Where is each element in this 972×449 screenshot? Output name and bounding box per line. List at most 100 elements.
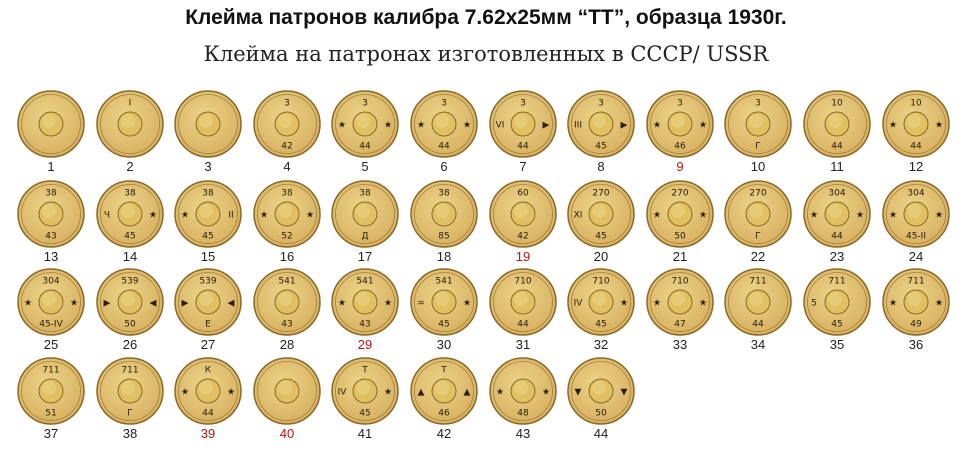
mark-top: 270	[749, 189, 766, 199]
cartridge-head: 710 45 IV ★	[567, 268, 635, 336]
headstamp-27: 539 Е ▶ ◀ 27	[172, 268, 244, 360]
headstamp-8: 3 45 III ▶ 8	[565, 90, 637, 182]
mark-top: 60	[517, 189, 529, 199]
mark-bottom: 44	[517, 142, 529, 152]
stamp-number: 20	[593, 249, 609, 264]
headstamp-30: 541 45 = ★ 30	[408, 268, 480, 360]
cartridge-head: 60 42	[489, 180, 557, 248]
mark-left: ▶	[104, 299, 111, 309]
headstamp-37: 711 51 37	[15, 357, 87, 449]
headstamp-4: 3 42 4	[251, 90, 323, 182]
mark-top: 270	[592, 189, 609, 199]
stamp-number: 30	[436, 337, 452, 352]
headstamp-40: 40	[251, 357, 323, 449]
mark-top: 3	[362, 99, 368, 109]
stamp-number: 14	[122, 249, 138, 264]
headstamp-25: 304 45-IV ★ ★ 25	[15, 268, 87, 360]
mark-top: Т	[361, 366, 368, 376]
mark-right: ★	[542, 388, 550, 398]
cartridge-head: 304 44 ★ ★	[803, 180, 871, 248]
mark-bottom: Д	[361, 232, 368, 242]
headstamp-26: 539 50 ▶ ◀ 26	[94, 268, 166, 360]
cartridge-head: 711 Г	[96, 357, 164, 425]
mark-bottom: 43	[45, 232, 56, 242]
mark-bottom: Г	[755, 232, 761, 242]
cartridge-head: 50 ▼ ▼	[567, 357, 635, 425]
stamp-number: 6	[440, 159, 448, 174]
mark-right: ★	[463, 299, 471, 309]
stamp-grid: 1 I 2 3 3 42 4 3 44 ★ ★ 5 3 44 ★ ★ 6 3 44 VI ▶ 7 3 45 III ▶ 8 3 46 ★ ★…	[15, 90, 952, 441]
mark-left: ★	[653, 211, 661, 221]
headstamp-3: 3	[172, 90, 244, 182]
stamp-number: 8	[597, 159, 605, 174]
mark-left: ▶	[182, 299, 189, 309]
mark-bottom: 44	[438, 142, 450, 152]
cartridge-head: 541 43 ★ ★	[331, 268, 399, 336]
mark-top: 304	[907, 189, 924, 199]
mark-right: ★	[384, 121, 392, 131]
mark-top: 539	[199, 277, 216, 287]
cartridge-head: 539 50 ▶ ◀	[96, 268, 164, 336]
mark-left: IV	[574, 299, 584, 309]
mark-right: ▼	[621, 388, 628, 398]
mark-right: ★	[70, 299, 78, 309]
headstamp-24: 304 45-II ★ ★ 24	[880, 180, 952, 272]
cartridge-head: 304 45-II ★ ★	[882, 180, 950, 248]
headstamp-16: 38 52 ★ ★ 16	[251, 180, 323, 272]
headstamp-11: 10 44 11	[801, 90, 873, 182]
cartridge-head: 10 44	[803, 90, 871, 158]
mark-left: III	[574, 121, 582, 131]
page-title: Клейма патронов калибра 7.62x25мм “ТТ”, …	[185, 6, 787, 29]
mark-top: 711	[121, 366, 138, 376]
headstamp-23: 304 44 ★ ★ 23	[801, 180, 873, 272]
headstamp-29: 541 43 ★ ★ 29	[329, 268, 401, 360]
stamp-number: 15	[200, 249, 216, 264]
mark-right: ▲	[464, 388, 471, 398]
headstamp-32: 710 45 IV ★ 32	[565, 268, 637, 360]
stamp-number: 43	[515, 426, 531, 441]
headstamp-28: 541 43 28	[251, 268, 323, 360]
mark-right: ★	[935, 299, 943, 309]
mark-bottom: 45	[595, 320, 606, 330]
mark-left: 5	[811, 299, 817, 309]
mark-bottom: 45-IV	[39, 320, 63, 330]
stamp-number: 31	[515, 337, 531, 352]
headstamp-41: Т 45 IV ★ 41	[329, 357, 401, 449]
stamp-number: 34	[750, 337, 766, 352]
headstamp-13: 38 43 13	[15, 180, 87, 272]
stamp-number: 42	[436, 426, 452, 441]
headstamp-31: 710 44 31	[487, 268, 559, 360]
headstamp-17: 38 Д 17	[329, 180, 401, 272]
stamp-number: 13	[43, 249, 59, 264]
headstamp-36: 711 49 ★ ★ 36	[880, 268, 952, 360]
mark-right: ★	[699, 121, 707, 131]
mark-bottom: 45	[595, 142, 606, 152]
mark-bottom: 44	[359, 142, 371, 152]
mark-right: ★	[384, 299, 392, 309]
mark-bottom: Г	[127, 409, 133, 419]
mark-bottom: 45	[124, 232, 135, 242]
mark-left: ★	[24, 299, 32, 309]
mark-top: 3	[755, 99, 761, 109]
mark-bottom: 51	[45, 409, 56, 419]
cartridge-head	[253, 357, 321, 425]
mark-top: 3	[677, 99, 683, 109]
stamp-number: 1	[47, 159, 55, 174]
headstamp-15: 38 45 ★ II 15	[172, 180, 244, 272]
headstamp-7: 3 44 VI ▶ 7	[487, 90, 559, 182]
cartridge-head: 541 45 = ★	[410, 268, 478, 336]
mark-bottom: 42	[281, 142, 292, 152]
mark-bottom: 42	[517, 232, 528, 242]
headstamp-12: 10 44 ★ ★ 12	[880, 90, 952, 182]
stamp-number: 24	[908, 249, 924, 264]
mark-bottom: 44	[831, 142, 843, 152]
mark-bottom: Г	[755, 142, 761, 152]
mark-top: 10	[831, 99, 843, 109]
cartridge-head: 3 44 ★ ★	[331, 90, 399, 158]
mark-right: ★	[699, 211, 707, 221]
headstamp-19: 60 42 19	[487, 180, 559, 272]
mark-top: 38	[281, 189, 293, 199]
mark-right: ★	[306, 211, 314, 221]
headstamp-20: 270 45 XI 20	[565, 180, 637, 272]
mark-bottom: 44	[910, 142, 922, 152]
